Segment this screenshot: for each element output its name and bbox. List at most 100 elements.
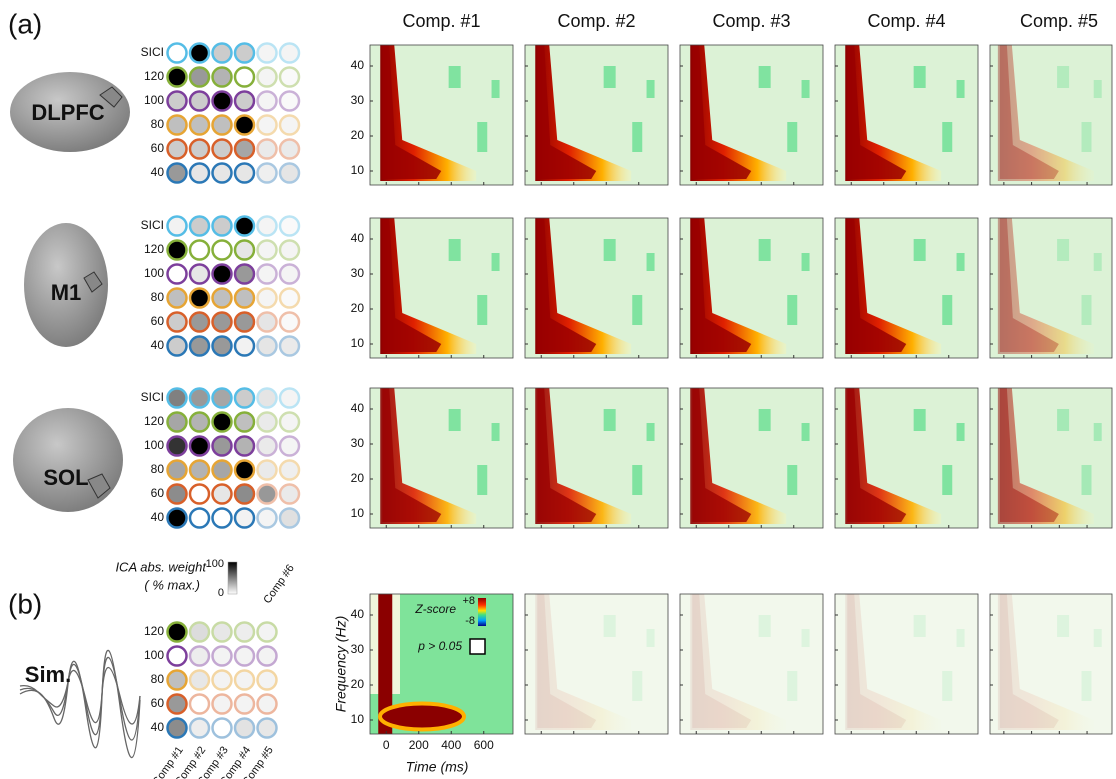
row-label: 60 — [151, 486, 165, 500]
sig-patch — [802, 629, 810, 647]
weight-circle — [168, 337, 187, 356]
hot-blob — [380, 704, 464, 730]
tfr-panel: 10203040 — [351, 388, 513, 528]
weight-circle — [258, 671, 277, 690]
weight-circle — [168, 164, 187, 183]
weight-circle — [168, 68, 187, 87]
tfr-panel — [835, 594, 978, 734]
weight-circle — [235, 241, 254, 260]
sig-patch — [1057, 409, 1069, 431]
weight-circle — [168, 217, 187, 236]
x-tick-label: 0 — [383, 738, 390, 752]
sig-patch — [1082, 295, 1092, 325]
y-tick-label: 30 — [351, 93, 365, 107]
weight-circle — [190, 647, 209, 666]
y-tick-label: 40 — [351, 58, 365, 72]
weight-circle — [190, 313, 209, 332]
sig-patch — [914, 239, 926, 261]
significance-box — [470, 639, 485, 654]
weight-circle — [213, 68, 232, 87]
sig-patch — [1057, 239, 1069, 261]
y-tick-label: 30 — [351, 266, 365, 280]
weight-circle — [168, 437, 187, 456]
tfr-panel — [835, 45, 978, 185]
weight-circle — [280, 241, 299, 260]
weight-circle — [168, 289, 187, 308]
sig-patch — [942, 465, 952, 495]
weight-circle — [258, 44, 277, 63]
weight-circle — [235, 44, 254, 63]
weight-circle — [258, 241, 277, 260]
row-label: 40 — [151, 165, 165, 179]
y-tick-label: 10 — [351, 336, 365, 350]
weight-circle — [235, 313, 254, 332]
weight-circle — [213, 647, 232, 666]
tfr-panel — [525, 218, 668, 358]
sig-patch — [492, 80, 500, 98]
significance-label: p > 0.05 — [417, 639, 462, 653]
weight-circle — [280, 437, 299, 456]
tfr-panel — [525, 388, 668, 528]
row-label: 120 — [144, 414, 164, 428]
sig-patch — [802, 80, 810, 98]
x-tick-label: 400 — [441, 738, 461, 752]
weight-circle — [213, 437, 232, 456]
weight-circle — [258, 92, 277, 111]
weight-circle — [168, 140, 187, 159]
row-label: 80 — [151, 462, 165, 476]
weight-circle — [190, 623, 209, 642]
row-label: 100 — [144, 648, 164, 662]
sig-patch — [449, 66, 461, 88]
brain-back — [13, 408, 123, 512]
weight-circle — [213, 289, 232, 308]
row-label: 100 — [144, 266, 164, 280]
weight-circle — [168, 265, 187, 284]
row-label: 60 — [151, 141, 165, 155]
sig-patch — [449, 409, 461, 431]
sig-patch — [604, 239, 616, 261]
sig-patch — [1094, 423, 1102, 441]
sig-patch — [1057, 66, 1069, 88]
weight-circle — [190, 265, 209, 284]
tfr-panel: 102030400200400600 — [351, 594, 513, 752]
row-label: 100 — [144, 438, 164, 452]
weight-circle — [280, 485, 299, 504]
weight-circle — [235, 140, 254, 159]
y-tick-label: 10 — [351, 163, 365, 177]
y-tick-label: 40 — [351, 231, 365, 245]
sig-patch — [604, 66, 616, 88]
row-label: SICI — [141, 45, 164, 59]
row-label: 100 — [144, 93, 164, 107]
tfr-panel — [835, 388, 978, 528]
sig-patch — [604, 615, 616, 637]
weight-circle — [280, 509, 299, 528]
sig-patch — [604, 409, 616, 431]
sig-patch — [477, 122, 487, 152]
weight-circle — [168, 719, 187, 738]
row-label: 40 — [151, 510, 165, 524]
weight-circle — [168, 44, 187, 63]
weight-circle — [258, 116, 277, 135]
weight-circle — [168, 461, 187, 480]
row-label: SICI — [141, 390, 164, 404]
row-label: 80 — [151, 672, 165, 686]
zscore-colorbar — [478, 598, 486, 626]
sig-patch — [914, 66, 926, 88]
weight-circle — [235, 719, 254, 738]
sig-patch — [914, 409, 926, 431]
region-label: DLPFC — [31, 100, 104, 125]
legend-unit: ( % max.) — [144, 577, 200, 592]
region-label: Sim. — [25, 662, 71, 687]
sig-patch — [647, 253, 655, 271]
sig-patch — [787, 122, 797, 152]
weight-circle — [168, 695, 187, 714]
column-header: Comp. #4 — [867, 11, 945, 31]
row-label: 120 — [144, 624, 164, 638]
weight-circle — [258, 289, 277, 308]
zscore-min: -8 — [465, 615, 475, 627]
weight-circle — [235, 695, 254, 714]
weight-circle — [213, 719, 232, 738]
tfr-panel — [680, 388, 823, 528]
y-tick-label: 30 — [351, 642, 365, 656]
weight-circle — [190, 337, 209, 356]
